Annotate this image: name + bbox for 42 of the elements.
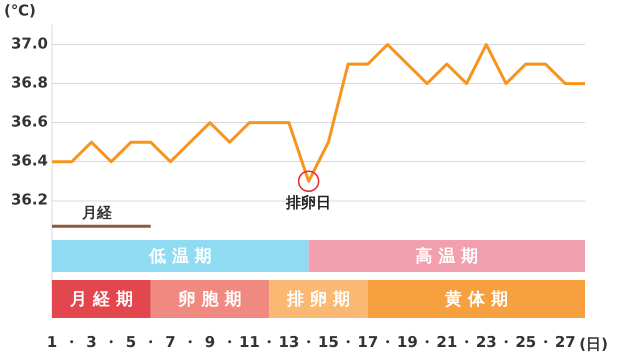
x-tick-label: 21 — [436, 332, 458, 351]
x-tick-label: ・ — [380, 332, 396, 351]
x-tick-label: ・ — [498, 332, 514, 351]
y-tick-label: 36.8 — [10, 73, 48, 92]
x-tick-label: ・ — [104, 332, 119, 351]
x-tick-label: 17 — [357, 332, 378, 351]
x-tick-label: 19 — [396, 332, 418, 351]
x-tick-label: ・ — [143, 332, 158, 351]
y-tick-label: 36.6 — [10, 112, 48, 131]
band-label: 低 温 期 — [148, 246, 212, 266]
x-axis-title: (日) — [579, 334, 608, 353]
y-tick-label: 36.2 — [10, 190, 48, 209]
annotation: 排卵日 — [285, 194, 332, 212]
x-tick-label: 23 — [476, 332, 497, 351]
x-tick-label: 11 — [238, 332, 260, 351]
band-label: 排 卵 期 — [286, 289, 350, 310]
x-tick-label: 9 — [204, 332, 216, 351]
x-tick-label: 13 — [278, 332, 300, 351]
x-tick-label: ・ — [420, 332, 435, 351]
x-tick-label: ・ — [262, 332, 277, 351]
x-tick-label: 1 — [46, 332, 58, 351]
x-tick-label: ・ — [538, 332, 554, 351]
x-tick-label: ・ — [222, 332, 238, 351]
x-tick-label: 7 — [165, 332, 176, 351]
x-tick-label: ・ — [459, 332, 474, 351]
x-tick-label: 5 — [126, 332, 136, 351]
band-label: 高 温 期 — [415, 246, 478, 266]
x-tick-label: 3 — [86, 332, 97, 351]
y-axis-title: (℃) — [4, 1, 36, 20]
y-tick-label: 36.4 — [10, 152, 48, 170]
x-tick-label: ・ — [182, 332, 198, 351]
band-label: 月 経 期 — [68, 289, 133, 310]
band-label: 卵 胞 期 — [178, 289, 242, 310]
series-label: 月経 — [81, 204, 113, 222]
y-tick-label: 37.0 — [10, 34, 48, 52]
x-tick-label: 27 — [554, 332, 576, 351]
x-tick-label: 15 — [318, 332, 339, 351]
band-label: 黄 体 期 — [444, 289, 508, 310]
x-tick-label: 25 — [515, 332, 536, 351]
x-tick-label: ・ — [301, 332, 316, 351]
x-tick-label: ・ — [340, 332, 356, 351]
x-tick-label: ・ — [64, 332, 80, 351]
